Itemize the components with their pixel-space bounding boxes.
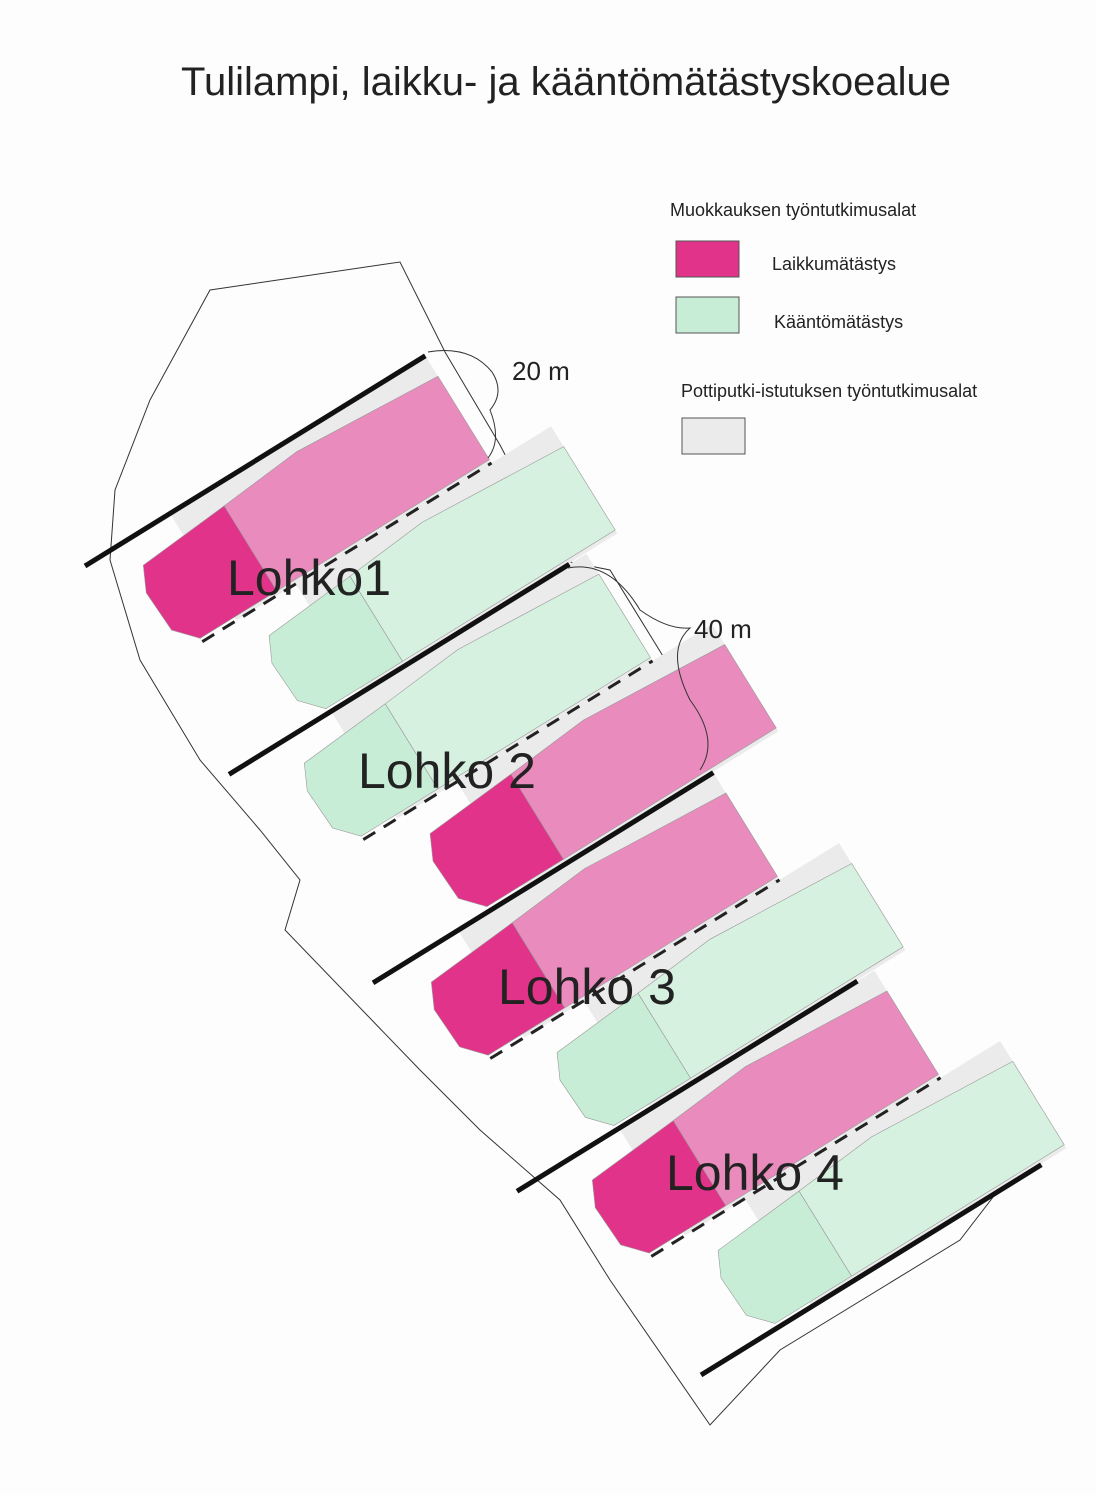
dashed-border: [362, 659, 654, 841]
block-border: [699, 1162, 1043, 1378]
title: Tulilampi, laikku- ja kääntömätästyskoea…: [181, 60, 951, 104]
legend-heading: Pottiputki-istutuksen työntutkimusalat: [681, 381, 977, 401]
plot-dark: [304, 703, 439, 837]
blocks: [83, 353, 1067, 1378]
legend-swatch: [675, 240, 740, 278]
plot-dark: [142, 505, 278, 639]
block: [371, 770, 906, 1126]
block-label: Lohko 4: [666, 1145, 844, 1201]
legend-swatch: [675, 296, 740, 334]
plot-dark: [268, 575, 403, 710]
dashed-border: [489, 878, 781, 1060]
block-border: [227, 562, 571, 777]
distance-bracket: [427, 350, 499, 459]
legend-heading: Muokkauksen työntutkimusalat: [670, 200, 916, 220]
block: [227, 553, 779, 907]
block: [83, 353, 618, 710]
block-border: [515, 978, 859, 1194]
dashed-border: [201, 461, 493, 643]
legend-label: Laikkumätästys: [772, 254, 896, 274]
block-labels: Lohko1 Lohko 2 Lohko 3 Lohko 4: [227, 550, 844, 1201]
block-label: Lohko1: [227, 550, 391, 606]
legend-label: Kääntömätästys: [774, 312, 903, 332]
distance-label: 40 m: [694, 614, 752, 644]
plot-dark: [556, 992, 691, 1126]
block-label: Lohko 2: [358, 743, 536, 799]
block-border: [371, 770, 715, 985]
plot-dark: [592, 1120, 727, 1254]
plot-dark: [430, 922, 566, 1056]
distance-label: 20 m: [512, 356, 570, 386]
dashed-border: [650, 1076, 942, 1258]
plot-dark: [429, 773, 564, 907]
distance-bracket: [567, 566, 709, 771]
plot-dark: [717, 1190, 852, 1324]
block-border: [83, 353, 427, 569]
block-label: Lohko 3: [498, 959, 676, 1015]
block: [515, 970, 1067, 1378]
legend-swatch: [681, 417, 746, 455]
